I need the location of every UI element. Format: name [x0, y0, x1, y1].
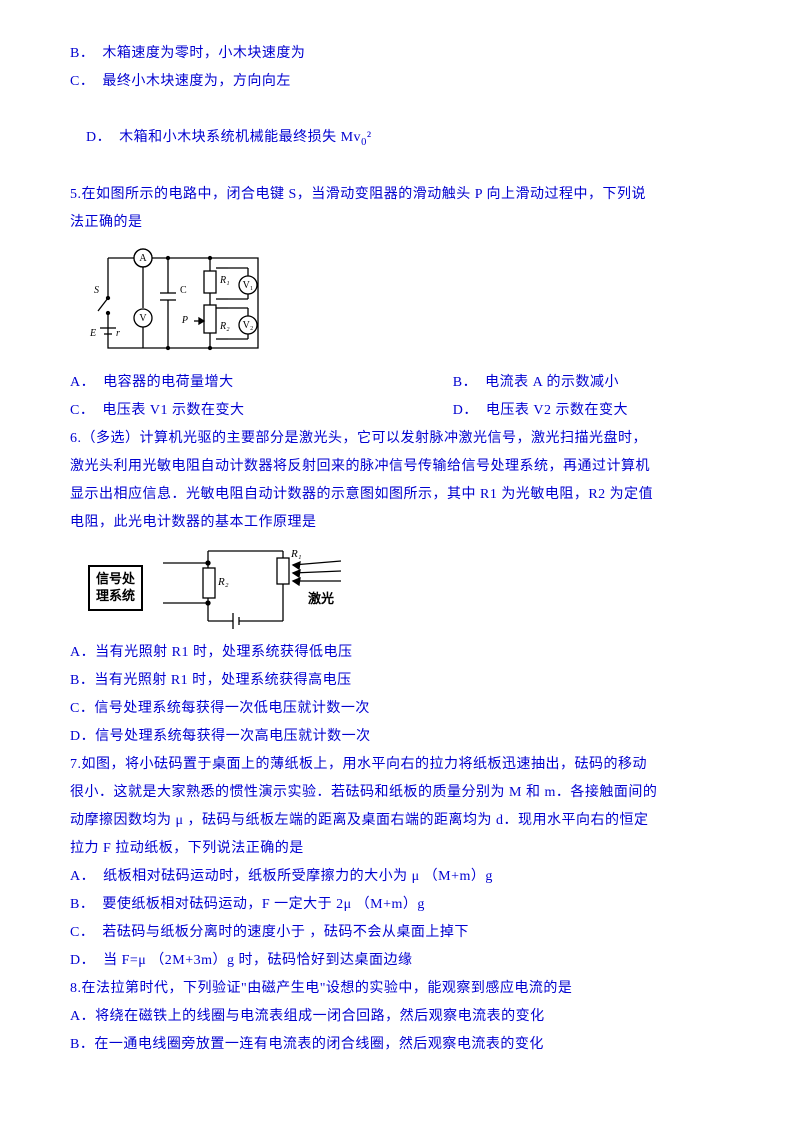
signal-processing-box: 信号处 理系统 [88, 565, 143, 611]
voltmeter-v-label: V [139, 313, 147, 324]
emf-e-label: E [89, 328, 96, 339]
r1-label: R₁ [219, 275, 230, 286]
q5-stem-1: 5.在如图所示的电路中，闭合电键 S，当滑动变阻器的滑动触头 P 向上滑动过程中… [70, 181, 730, 209]
q4-d-pre: D． 木箱和小木块系统机械能最终损失 Mv [86, 130, 361, 145]
q5-option-c: C． 电压表 V1 示数在变大 [70, 397, 453, 425]
q7-stem-3: 动摩擦因数均为 μ ，砝码与纸板左端的距离及桌面右端的距离均为 d．现用水平向右… [70, 807, 730, 835]
q4-option-c: C． 最终小木块速度为，方向向左 [70, 68, 730, 96]
q7-option-b: B． 要使纸板相对砝码运动，F 一定大于 2μ （M+m）g [70, 891, 730, 919]
q6-option-c: C．信号处理系统每获得一次低电压就计数一次 [70, 695, 730, 723]
q6-stem-3: 显示出相应信息．光敏电阻自动计数器的示意图如图所示，其中 R1 为光敏电阻，R2… [70, 481, 730, 509]
q8-stem: 8.在法拉第时代，下列验证"由磁产生电"设想的实验中，能观察到感应电流的是 [70, 975, 730, 1003]
q7-stem-2: 很小．这就是大家熟悉的惯性演示实验．若砝码和纸板的质量分别为 M 和 m．各接触… [70, 779, 730, 807]
q8-option-a: A．将绕在磁铁上的线圈与电流表组成一闭合回路，然后观察电流表的变化 [70, 1003, 730, 1031]
q6-option-a: A．当有光照射 R1 时，处理系统获得低电压 [70, 639, 730, 667]
q6-stem-2: 激光头利用光敏电阻自动计数器将反射回来的脉冲信号传输给信号处理系统，再通过计算机 [70, 453, 730, 481]
laser-label: 激光 [308, 591, 334, 606]
capacitor-c-label: C [180, 285, 187, 296]
q8-option-b: B．在一通电线圈旁放置一连有电流表的闭合线圈，然后观察电流表的变化 [70, 1031, 730, 1059]
q4-option-d: D． 木箱和小木块系统机械能最终损失 Mv0² [70, 96, 730, 181]
voltmeter-v2-label: V₂ [243, 320, 254, 331]
q5-stem-2: 法正确的是 [70, 209, 730, 237]
internal-r-label: r [116, 328, 120, 339]
q4-option-b: B． 木箱速度为零时，小木块速度为 [70, 40, 730, 68]
q7-option-a: A． 纸板相对砝码运动时，纸板所受摩擦力的大小为 μ （M+m）g [70, 863, 730, 891]
q5-option-d: D． 电压表 V2 示数在变大 [453, 397, 730, 425]
q7-option-c: C． 若砝码与纸板分离时的速度小于 ，砝码不会从桌面上掉下 [70, 919, 730, 947]
q6-option-d: D．信号处理系统每获得一次高电压就计数一次 [70, 723, 730, 751]
r2-photo-label: R₂ [217, 576, 229, 588]
q6-photo-diagram: 信号处 理系统 [88, 543, 730, 633]
ammeter-a-label: A [139, 253, 147, 264]
q7-stem-4: 拉力 F 拉动纸板，下列说法正确的是 [70, 835, 730, 863]
q6-stem-4: 电阻，此光电计数器的基本工作原理是 [70, 509, 730, 537]
q5-circuit-diagram: A V V₁ V₂ R₁ R₂ C P S E r [88, 243, 730, 363]
q6-stem-1: 6.（多选）计算机光驱的主要部分是激光头，它可以发射脉冲激光信号，激光扫描光盘时… [70, 425, 730, 453]
q7-stem-1: 7.如图，将小砝码置于桌面上的薄纸板上，用水平向右的拉力将纸板迅速抽出，砝码的移… [70, 751, 730, 779]
q6-option-b: B．当有光照射 R1 时，处理系统获得高电压 [70, 667, 730, 695]
q5-option-a: A． 电容器的电荷量增大 [70, 369, 453, 397]
switch-s-label: S [94, 285, 99, 296]
r2-label: R₂ [219, 321, 230, 332]
q7-option-d: D． 当 F=μ （2M+3m）g 时，砝码恰好到达桌面边缘 [70, 947, 730, 975]
q4-d-post: ² [367, 130, 372, 145]
voltmeter-v1-label: V₁ [243, 280, 254, 291]
q5-option-b: B． 电流表 A 的示数减小 [453, 369, 730, 397]
r1-photo-label: R₁ [290, 548, 302, 560]
slider-p-label: P [181, 315, 188, 326]
